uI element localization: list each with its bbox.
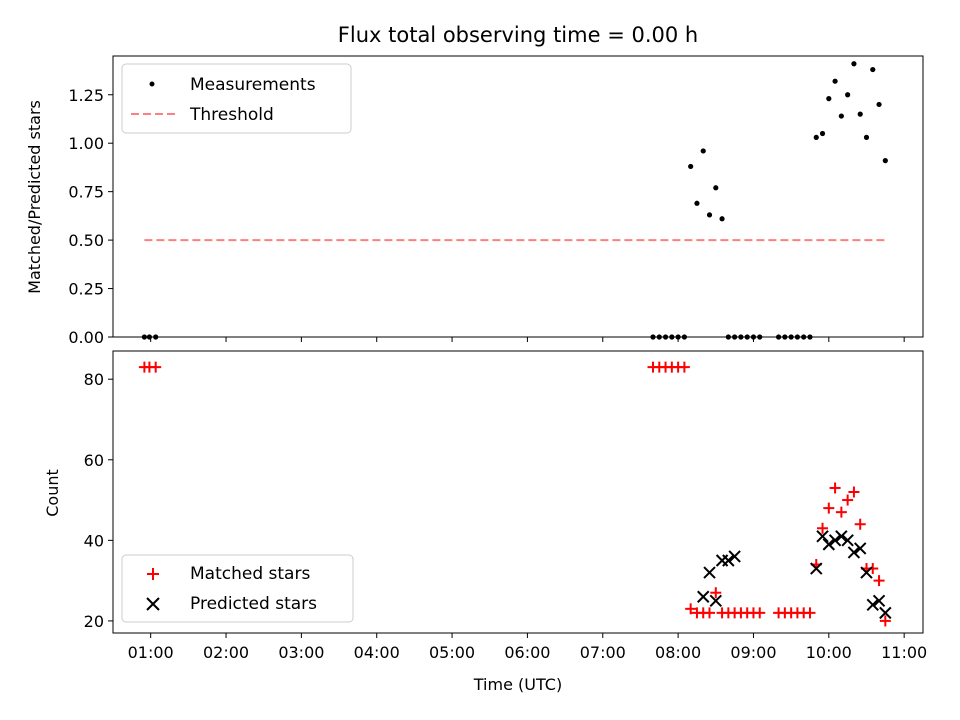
x-tick-label: 09:00	[730, 643, 776, 662]
x-tick-label: 04:00	[354, 643, 400, 662]
measurements-point	[694, 200, 700, 206]
matched-stars-point	[685, 603, 697, 615]
top-y-tick-label: 1.25	[68, 86, 104, 105]
top-y-tick-label: 0.25	[68, 280, 104, 299]
legend-label-threshold: Threshold	[189, 105, 274, 125]
predicted-stars-point	[872, 594, 886, 607]
predicted-stars-point	[854, 542, 867, 555]
x-tick-label: 08:00	[655, 643, 701, 662]
matched-stars-point	[829, 482, 841, 494]
matched-stars-point	[704, 607, 716, 619]
bottom-y-tick-label: 20	[84, 612, 104, 631]
predicted-stars-point	[828, 534, 842, 547]
bottom-y-axis-label: Count	[43, 469, 62, 517]
top-legend-box	[121, 63, 352, 134]
predicted-stars-point	[841, 534, 854, 547]
matched-stars-point	[710, 587, 722, 599]
matched-stars-point	[150, 361, 162, 373]
predicted-stars-point	[703, 566, 716, 579]
measurements-point	[851, 61, 857, 67]
matched-stars-point	[817, 522, 829, 534]
bottom-marks	[138, 361, 892, 627]
x-tick-label: 03:00	[278, 643, 324, 662]
measurements-point	[813, 134, 819, 140]
matched-stars-point	[678, 361, 690, 373]
x-tick-label: 05:00	[429, 643, 475, 662]
matched-stars-point	[804, 607, 816, 619]
measurements-point	[688, 163, 694, 170]
measurements-point	[706, 212, 713, 218]
predicted-stars-point	[715, 554, 729, 567]
matched-stars-point	[848, 486, 860, 498]
predicted-stars-point	[847, 546, 861, 559]
predicted-stars-point	[810, 562, 823, 575]
x-tick-label: 07:00	[580, 643, 626, 662]
matched-stars-point	[754, 607, 766, 619]
matched-stars-point	[842, 494, 854, 506]
bottom-legend: Matched stars Predicted stars	[121, 554, 354, 623]
matched-stars-point	[835, 506, 847, 518]
predicted-stars-point	[697, 590, 710, 603]
bottom-y-tick-label: 60	[84, 451, 104, 470]
bottom-y-tick-label: 80	[84, 370, 104, 389]
predicted-stars-point	[866, 598, 879, 612]
predicted-stars-point	[860, 566, 873, 579]
predicted-stars-point	[816, 530, 829, 543]
bottom-y-tick-label: 40	[84, 531, 104, 550]
predicted-stars-point	[728, 550, 741, 563]
x-tick-label: 06:00	[504, 643, 550, 662]
measurements-point	[719, 216, 725, 222]
matched-stars-point	[867, 563, 879, 575]
measurements-point	[819, 130, 826, 137]
chart-title: Flux total observing time = 0.00 h	[338, 23, 698, 47]
measurements-point	[713, 185, 719, 191]
measurements-point	[845, 92, 851, 98]
legend-marker-measurements	[149, 81, 155, 87]
top-plot-frame	[112, 55, 924, 338]
top-y-tick-label: 0.00	[68, 328, 104, 347]
measurements-point	[876, 101, 882, 108]
measurements-point	[832, 78, 838, 84]
top-y-tick-label: 0.75	[68, 183, 104, 202]
legend-marker-predicted-stars	[146, 597, 160, 611]
measurements-point	[700, 148, 706, 154]
matched-stars-point	[823, 502, 835, 514]
matched-stars-point	[873, 575, 885, 587]
measurements-point	[826, 96, 832, 102]
bottom-x-axis: 01:00 02:00 03:00 04:00 05:00 06:00 07:00 08:00…	[128, 633, 927, 662]
matched-stars-point	[879, 615, 891, 627]
measurements-point	[870, 66, 876, 73]
legend-label-measurements: Measurements	[190, 75, 316, 95]
measurements-point	[863, 134, 870, 140]
legend-marker-matched-stars	[147, 568, 159, 580]
top-y-axis: 0.00 0.25 0.50 0.75 1.00 1.25	[68, 86, 113, 347]
x-tick-label: 01:00	[128, 643, 174, 662]
predicted-stars-point	[879, 606, 892, 620]
bottom-y-axis: 20 40 60 80	[84, 370, 113, 631]
top-x-ticks	[150, 337, 905, 342]
matched-stars-point	[854, 518, 866, 530]
predicted-stars-point	[722, 554, 735, 567]
measurements-point	[838, 113, 844, 119]
top-y-tick-label: 1.00	[68, 134, 104, 153]
top-legend: Measurements Threshold	[121, 63, 352, 134]
measurements-point	[882, 158, 888, 164]
bottom-legend-box	[121, 554, 354, 623]
top-panel: 0.00 0.25 0.50 0.75 1.00 1.25 Matched/Predict…	[25, 55, 924, 347]
x-tick-label: 10:00	[806, 643, 852, 662]
bottom-plot-frame	[112, 350, 924, 634]
x-axis-label: Time (UTC)	[473, 675, 562, 694]
legend-label-predicted-stars: Predicted stars	[190, 594, 317, 614]
x-tick-label: 02:00	[203, 643, 249, 662]
top-y-tick-label: 0.50	[68, 231, 104, 250]
predicted-stars-point	[822, 538, 836, 551]
x-tick-label: 11:00	[881, 643, 927, 662]
predicted-stars-point	[835, 530, 848, 543]
top-y-axis-label: Matched/Predicted stars	[25, 100, 44, 294]
measurements-point	[857, 111, 863, 117]
predicted-stars-point	[709, 594, 722, 607]
legend-label-matched-stars: Matched stars	[190, 564, 310, 584]
